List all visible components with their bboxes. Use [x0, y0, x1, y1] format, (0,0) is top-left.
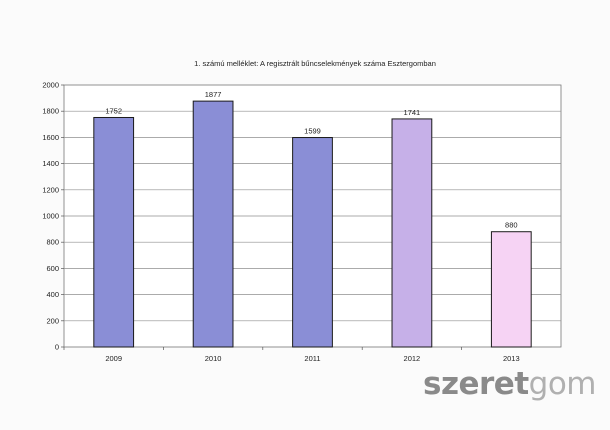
y-tick-label: 1400 — [42, 159, 59, 168]
y-axis: 0 200 400 600 800 1000 1200 1400 1600 1800 2000 — [42, 81, 64, 352]
bar-2011 — [292, 137, 333, 348]
bar-2010 — [192, 100, 234, 348]
data-label-2010: 1877 — [205, 90, 222, 99]
x-tick-label: 2012 — [404, 354, 421, 363]
data-label-2013: 880 — [505, 221, 518, 230]
watermark-light-text: gom — [528, 366, 597, 402]
x-tick-label: 2013 — [503, 354, 520, 363]
watermark-logo: szeretgom — [423, 366, 597, 402]
bar-2013 — [490, 231, 532, 348]
y-tick-label: 1600 — [42, 133, 59, 142]
y-tick-label: 800 — [46, 238, 59, 247]
data-labels: 1752 1877 1599 1741 880 — [105, 90, 517, 230]
y-tick-label: 1200 — [42, 185, 59, 194]
bar-2012 — [391, 118, 433, 348]
x-tick-label: 2011 — [304, 354, 320, 363]
y-tick-label: 0 — [55, 343, 59, 352]
x-tick-label: 2010 — [205, 354, 222, 363]
y-tick-label: 2000 — [42, 81, 59, 90]
watermark-bold-text: szeret — [423, 366, 529, 402]
bar-2009 — [93, 116, 135, 348]
x-tick-label: 2009 — [105, 354, 122, 363]
data-label-2009: 1752 — [105, 106, 122, 115]
data-label-2012: 1741 — [404, 108, 421, 117]
y-tick-label: 600 — [46, 264, 59, 273]
y-tick-label: 1000 — [42, 212, 59, 221]
y-tick-label: 1800 — [42, 107, 59, 116]
bars — [93, 100, 532, 348]
data-label-2011: 1599 — [304, 127, 321, 136]
chart-title: 1. számú melléklet: A regisztrált bűncse… — [194, 59, 436, 68]
y-tick-label: 200 — [46, 316, 59, 325]
x-axis: 2009 2010 2011 2012 2013 — [63, 347, 520, 363]
y-tick-label: 400 — [46, 290, 59, 299]
